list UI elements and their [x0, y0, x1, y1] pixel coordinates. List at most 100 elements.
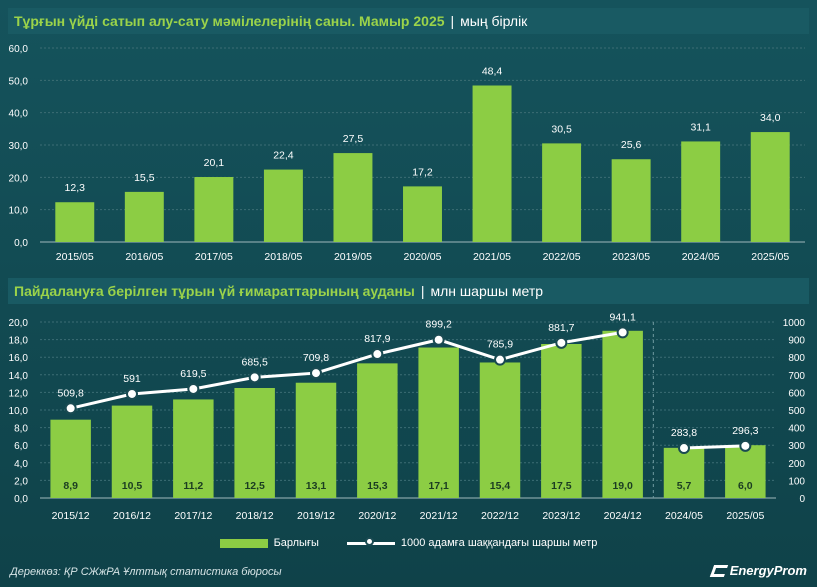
chart1-category-label: 2024/05 — [682, 251, 720, 263]
chart2-category-label: 2015/12 — [52, 510, 90, 522]
logo-text: EnergyProm — [729, 563, 807, 578]
chart2-ytick-right-label: 500 — [788, 406, 805, 417]
legend-line-swatch — [346, 536, 395, 546]
chart2-line-point — [371, 348, 384, 361]
chart1-value-label: 15,5 — [134, 172, 155, 184]
chart2-bar — [173, 399, 214, 498]
chart1-category-label: 2025/05 — [751, 251, 789, 263]
chart1-value-label: 27,5 — [343, 133, 364, 145]
chart2-ytick-right-label: 200 — [788, 459, 805, 470]
title-separator: | — [420, 283, 425, 299]
chart1-ytick-label: 0,0 — [14, 238, 28, 249]
chart2-bar-value-label: 11,2 — [183, 480, 203, 492]
chart2-ytick-left-label: 16,0 — [9, 353, 29, 364]
chart1-title-bar: Тұрғын үйді сатып алу-сату мәмілелерінің… — [8, 8, 809, 34]
chart2-title: Пайдалануға берілген тұрын үй ғимараттар… — [14, 283, 415, 299]
chart2-line-value-label: 296,3 — [732, 425, 758, 437]
chart2-bar-value-label: 15,4 — [490, 480, 511, 492]
chart1-ytick-label: 60,0 — [9, 44, 29, 55]
chart1-category-label: 2015/05 — [56, 251, 94, 263]
chart1-value-label: 12,3 — [65, 182, 86, 194]
chart2-ytick-right-label: 400 — [788, 424, 805, 435]
legend-bar-swatch — [219, 538, 268, 548]
chart2-category-label: 2025/05 — [726, 510, 764, 522]
legend-bars-label: Барлығы — [273, 537, 319, 549]
chart1-bar — [124, 191, 164, 242]
legend-line-label: 1000 адамға шаққандағы шаршы метр — [400, 537, 598, 549]
chart2-bar — [418, 347, 459, 498]
chart2-line-point — [64, 402, 77, 415]
chart1-category-label: 2021/05 — [473, 251, 511, 263]
energyprom-logo: EnergyProm — [709, 563, 807, 578]
chart2-series-line — [683, 444, 746, 450]
title-separator: | — [450, 13, 455, 29]
chart2-bar — [111, 405, 153, 498]
chart2-ytick-left-label: 10,0 — [9, 406, 29, 417]
chart2-line-value-label: 817,9 — [364, 333, 390, 345]
chart2-ytick-left-label: 12,0 — [9, 388, 29, 399]
chart2-ytick-left-label: 2,0 — [14, 476, 28, 487]
source-note: Дереккөз: ҚР СЖжРА Ұлттық статистика бюр… — [10, 566, 282, 578]
chart2-ytick-left-label: 0,0 — [14, 494, 28, 505]
chart2-bar-value-label: 8,9 — [63, 480, 78, 492]
chart1-value-label: 25,6 — [621, 139, 642, 151]
legend-item-line: 1000 адамға шаққандағы шаршы метр — [346, 536, 598, 549]
chart2-line-point — [432, 333, 445, 346]
chart2-bar — [295, 382, 337, 498]
chart1-value-label: 48,4 — [482, 66, 503, 78]
chart2-bar-value-label: 13,1 — [306, 480, 327, 492]
chart2-category-label: 2022/12 — [481, 510, 519, 522]
chart1-ytick-label: 30,0 — [9, 141, 29, 152]
chart2-line-value-label: 509,8 — [58, 387, 84, 399]
chart2-ytick-left-label: 8,0 — [14, 424, 28, 435]
chart1-bar — [55, 202, 95, 242]
chart1-ytick-label: 50,0 — [9, 76, 29, 87]
chart2-line-point — [555, 336, 568, 349]
chart2-line-value-label: 709,8 — [303, 352, 329, 364]
chart2-bar-value-label: 17,5 — [551, 480, 572, 492]
chart2-ytick-right-label: 800 — [788, 353, 805, 364]
chart1-value-label: 20,1 — [204, 157, 225, 169]
chart2-line-value-label: 591 — [123, 373, 141, 385]
chart1-svg: 0,0 10,0 20,0 30,0 40,0 50,0 60,0 12,3 2015/05 15… — [9, 44, 805, 263]
chart2-category-label: 2017/12 — [174, 510, 212, 522]
chart2-ytick-right-label: 1000 — [783, 318, 806, 329]
chart2-ytick-right-label: 300 — [788, 441, 805, 452]
chart2-ytick-right-label: 600 — [788, 388, 805, 399]
chart2-bar-value-label: 12,5 — [244, 480, 265, 492]
chart2-line-value-label: 881,7 — [548, 322, 574, 334]
logo-mark-icon — [709, 564, 728, 577]
chart1-category-label: 2020/05 — [404, 251, 442, 263]
chart2-bar-value-label: 19,0 — [612, 480, 633, 492]
chart2-line-value-label: 941,1 — [610, 311, 636, 323]
chart1-ytick-label: 20,0 — [9, 173, 29, 184]
chart2-ytick-right-label: 900 — [788, 336, 805, 347]
chart2-line-point — [616, 326, 629, 339]
chart2-category-label: 2019/12 — [297, 510, 335, 522]
chart2-bar-value-label: 10,5 — [122, 480, 143, 492]
chart2-bar-value-label: 17,1 — [428, 480, 449, 492]
chart1-value-label: 22,4 — [273, 150, 294, 162]
chart2-category-label: 2024/05 — [665, 510, 703, 522]
chart1-category-label: 2017/05 — [195, 251, 233, 263]
chart1-bar — [611, 159, 651, 242]
chart2-line-point — [310, 367, 322, 380]
chart2-line-value-label: 619,5 — [180, 368, 206, 380]
chart2-bar — [602, 330, 643, 498]
chart2-bar — [541, 344, 582, 498]
chart2-ytick-left-label: 4,0 — [14, 459, 28, 470]
chart1-bar — [681, 141, 721, 242]
chart1-value-label: 34,0 — [760, 112, 781, 124]
chart2-title-bar: Пайдалануға берілген тұрын үй ғимараттар… — [8, 278, 809, 304]
chart2-bar — [663, 447, 705, 498]
chart2-bar — [479, 362, 521, 498]
chart2-ytick-right-label: 700 — [788, 371, 805, 382]
chart2-legend: Барлығы 1000 адамға шаққандағы шаршы мет… — [0, 536, 817, 549]
chart1-bar — [333, 153, 373, 242]
chart1-bar — [403, 186, 442, 242]
chart1-category-label: 2022/05 — [543, 251, 581, 263]
chart2-bar-value-label: 5,7 — [677, 480, 692, 492]
chart1-value-label: 30,5 — [551, 123, 572, 135]
